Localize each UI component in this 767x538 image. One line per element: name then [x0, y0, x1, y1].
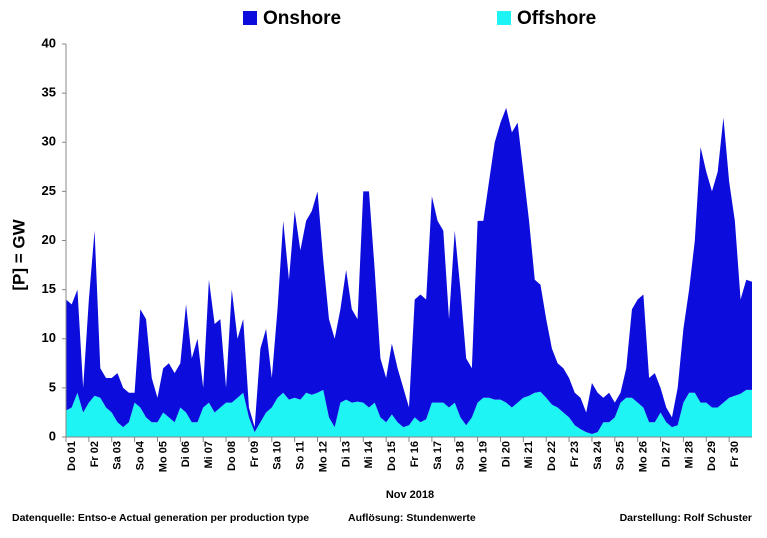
y-tick-label: 5: [49, 379, 56, 394]
x-tick-label: Di 06: [180, 441, 192, 467]
x-axis-label: Nov 2018: [386, 489, 434, 501]
x-tick-label: Fr 16: [409, 441, 421, 467]
x-tick-label: Mo 05: [157, 441, 169, 472]
y-tick-label: 40: [42, 35, 56, 50]
x-tick-label: Fr 30: [729, 441, 741, 467]
x-tick-label: Fr 02: [89, 441, 101, 467]
legend-label: Onshore: [263, 8, 341, 29]
x-tick-label: So 11: [295, 441, 307, 470]
y-tick-label: 10: [42, 330, 56, 345]
x-tick-label: Do 01: [66, 441, 78, 471]
y-tick-label: 25: [42, 183, 56, 198]
footer-author: Darstellung: Rolf Schuster: [620, 512, 752, 524]
x-tick-label: Do 29: [706, 441, 718, 471]
y-tick-label: 35: [42, 85, 56, 100]
x-tick-label: Do 22: [546, 441, 558, 471]
area: [66, 107, 752, 435]
y-tick-label: 15: [42, 281, 56, 296]
x-tick-label: Sa 03: [112, 441, 124, 470]
x-tick-label: Mo 19: [478, 441, 490, 472]
x-tick-label: Mo 26: [638, 441, 650, 472]
legend-swatch: [243, 11, 257, 25]
y-axis-label: [P] = GW: [9, 218, 28, 290]
x-tick-label: Mi 21: [523, 441, 535, 469]
x-tick-label: Mo 12: [317, 441, 329, 472]
footer-source: Datenquelle: Entso-e Actual generation p…: [12, 512, 309, 524]
x-tick-label: Do 08: [226, 441, 238, 471]
footer-resolution: Auflösung: Stundenwerte: [348, 512, 476, 524]
x-tick-label: Di 27: [660, 441, 672, 467]
x-tick-label: Fr 23: [569, 441, 581, 467]
y-tick-label: 20: [42, 232, 56, 247]
y-tick-label: 0: [49, 428, 56, 443]
legend-label: Offshore: [517, 8, 596, 29]
legend-swatch: [497, 11, 511, 25]
x-tick-label: Do 15: [386, 441, 398, 471]
x-tick-label: So 04: [135, 440, 147, 470]
y-tick-label: 30: [42, 134, 56, 149]
x-tick-label: Sa 10: [272, 441, 284, 470]
x-tick-label: Mi 14: [363, 440, 375, 468]
x-tick-label: So 18: [455, 441, 467, 470]
x-tick-label: Di 13: [340, 441, 352, 467]
x-tick-label: So 25: [615, 441, 627, 470]
x-tick-label: Sa 24: [592, 440, 604, 470]
x-tick-label: Fr 09: [249, 441, 261, 467]
x-tick-label: Sa 17: [432, 441, 444, 470]
x-tick-label: Di 20: [500, 441, 512, 467]
area: [66, 389, 752, 437]
x-tick-label: Mi 28: [683, 441, 695, 469]
x-tick-label: Mi 07: [203, 441, 215, 469]
